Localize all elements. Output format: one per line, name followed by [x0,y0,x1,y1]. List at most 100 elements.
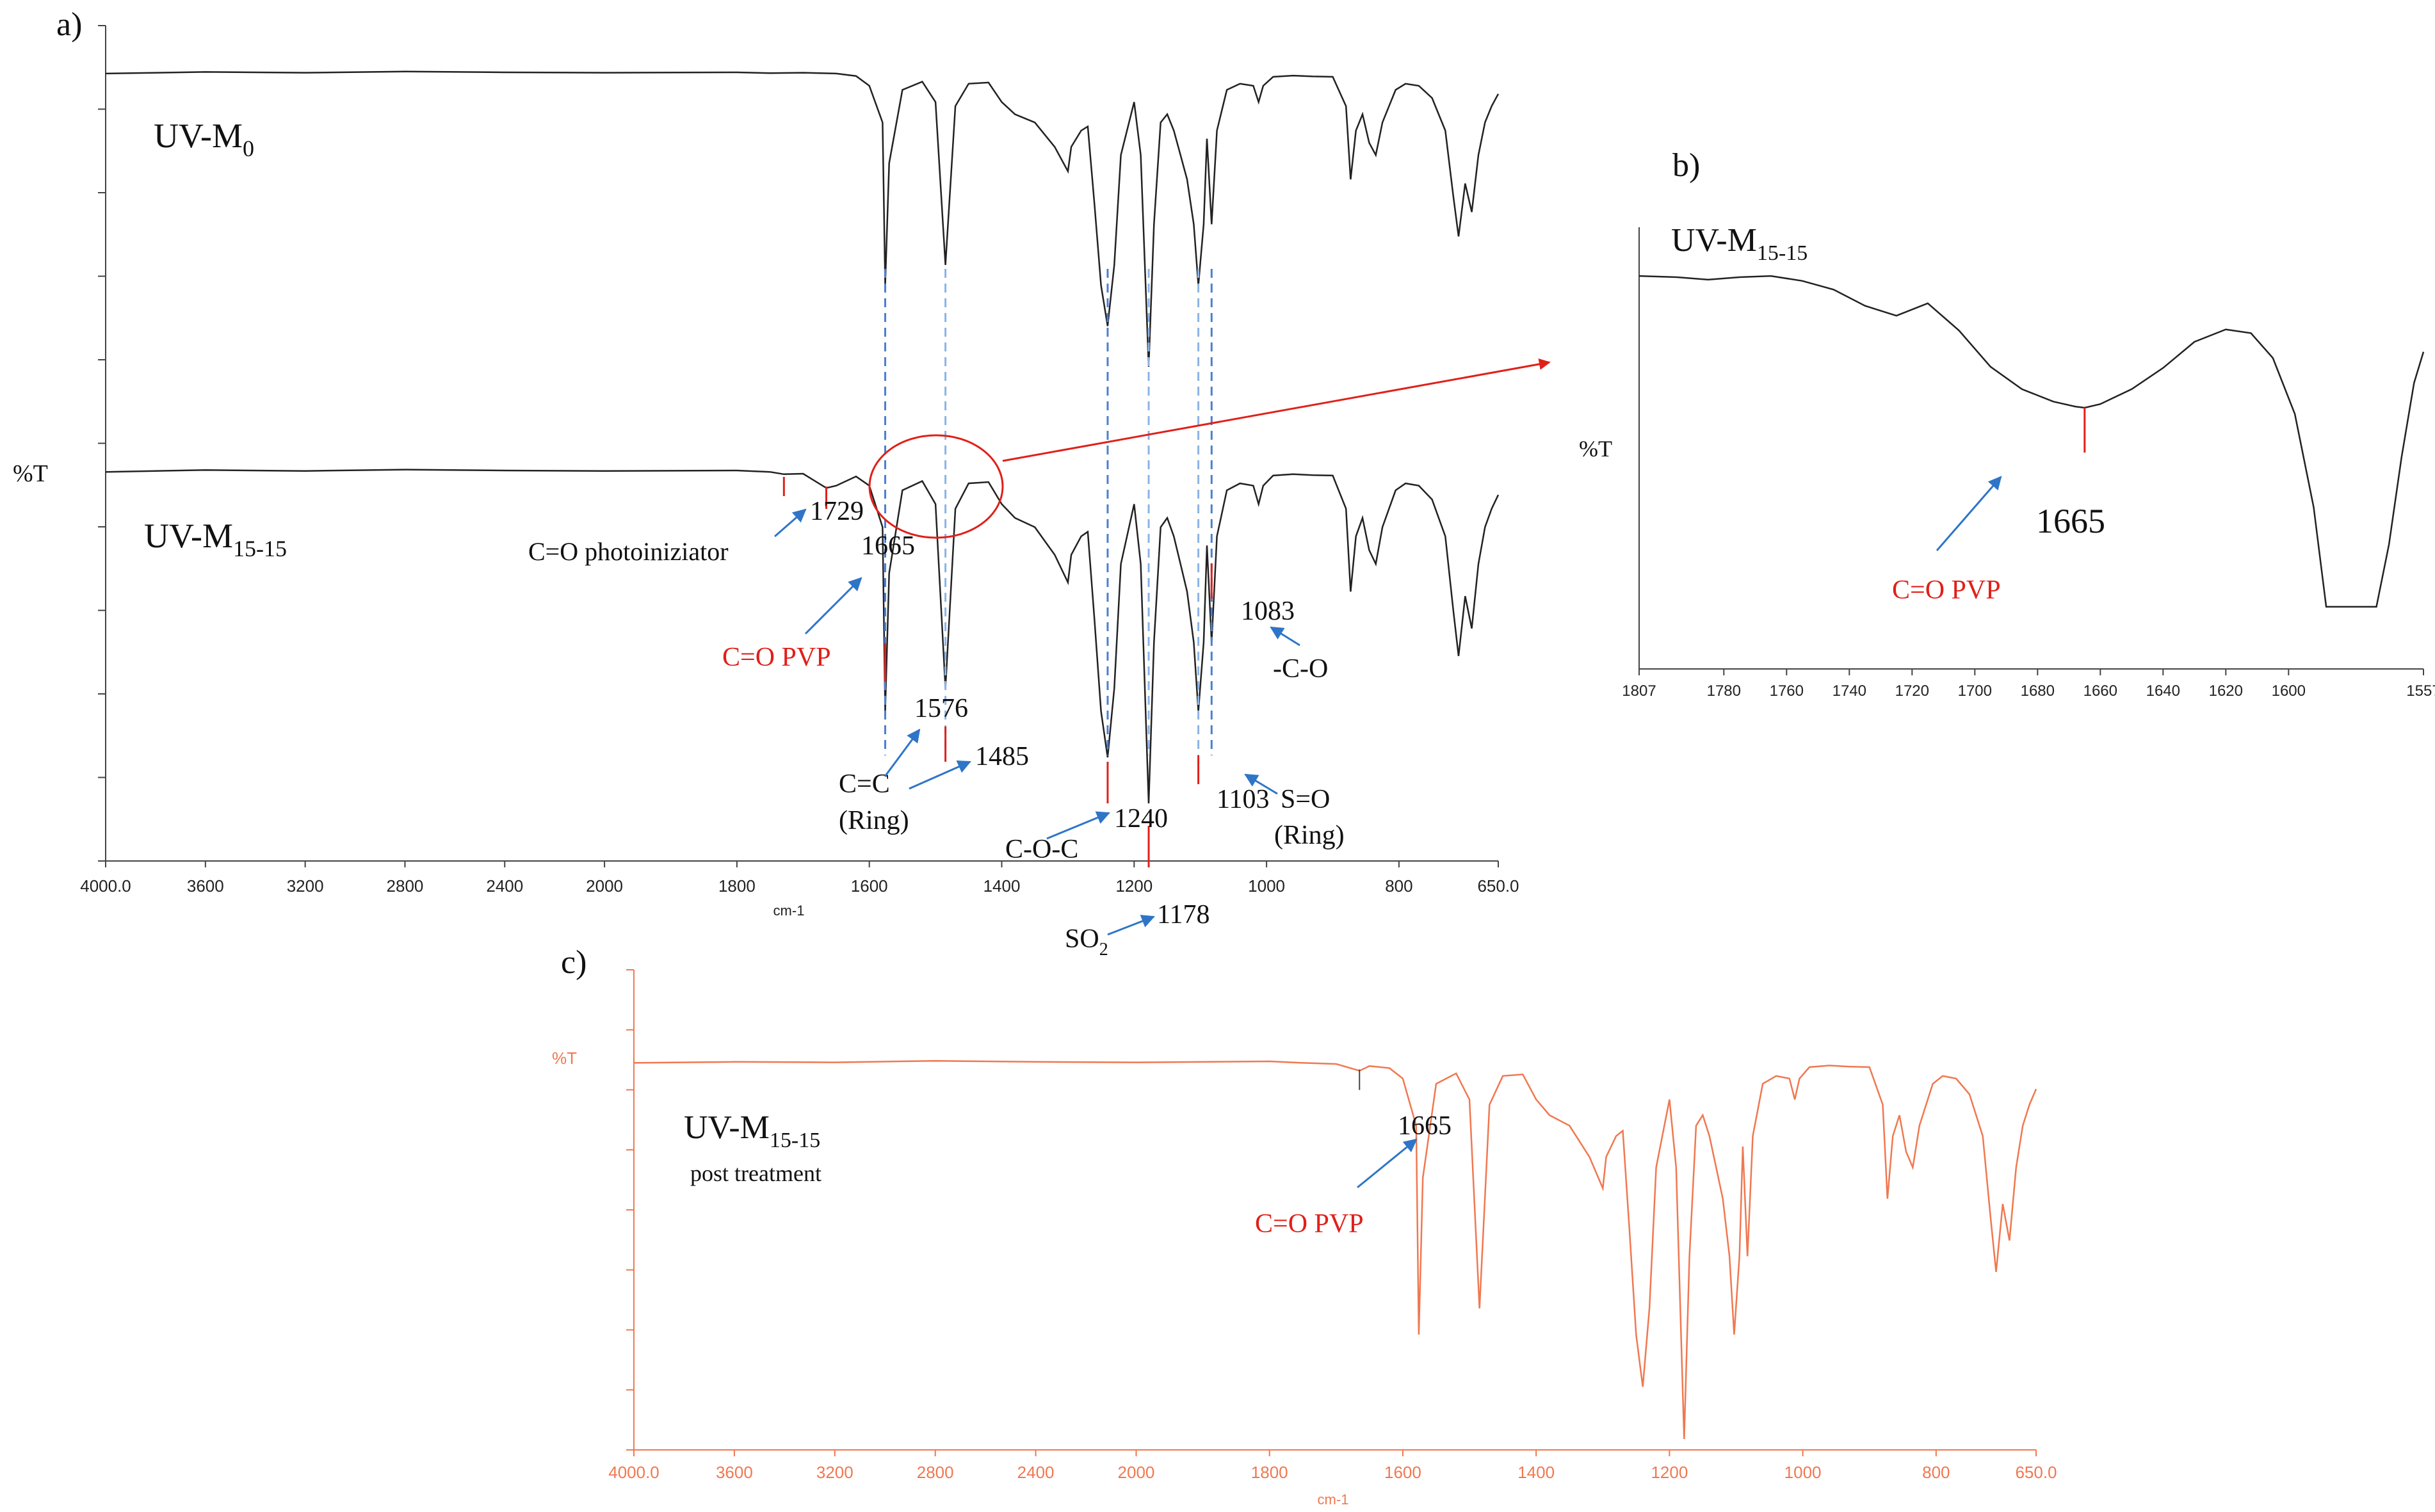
panel-b-tick-label: 1807 [1622,682,1656,700]
panel-c-tick-label: 3600 [716,1463,753,1482]
panel-a-tick-label: 1200 [1115,876,1153,896]
panel-a: a) %T 4000.0 3600 3200 2800 2400 2000 1800 1600… [13,6,1551,960]
annotation-1083: 1083 [1241,597,1295,626]
annotation-1178: 1178 [1157,900,1209,929]
panel-a-tick-label: 2000 [586,876,623,896]
panel-c-tick-label: 1400 [1517,1463,1555,1482]
panel-a-tick-label: 4000.0 [80,876,131,896]
arrow-cc-1576 [884,728,921,777]
annotation-1729: 1729 [810,497,864,526]
panel-b-letter: b) [1672,147,1700,184]
panel-c-tick-label: 4000.0 [608,1463,659,1482]
panel-c-tick-label: 800 [1922,1463,1950,1482]
arrow-photoiniziator [774,508,807,538]
panel-b-series-label: UV-M15-15 [1671,222,1808,265]
panel-a-tick-label: 1400 [983,876,1021,896]
series-line-uv-m15-15-zoom [1638,275,2425,608]
panel-a-tick-label: 2800 [387,876,424,896]
series-label-uv-m0: UV-M0 [154,117,254,161]
panel-c-ylabel: %T [552,1049,577,1068]
arrow-co [1270,626,1300,647]
annotation-photoiniziator: C=O photoiniziator [528,537,729,566]
panel-a-tick-labels: 4000.0 3600 3200 2800 2400 2000 1800 1600 1400 12… [80,861,1519,896]
panel-b-ylabel: %T [1579,436,1612,462]
panel-c-tick-label: 1000 [1784,1463,1822,1482]
panel-a-letter: a) [56,6,82,43]
annotation-1240: 1240 [1114,804,1168,833]
panel-c-xunit: cm-1 [1318,1492,1349,1508]
annotation-cc: C=C [839,769,890,799]
panel-c-tick-labels: 4000.0 3600 3200 2800 2400 2000 1800 1600 1400 12… [608,1450,2057,1482]
panel-a-traces [105,70,1500,804]
panel-c-series-label: UV-M15-15 [684,1109,820,1152]
annotation-1665: 1665 [861,531,915,561]
panel-c-tick-label: 2000 [1118,1463,1155,1482]
annotation-so2: SO2 [1065,924,1108,960]
panel-a-tick-label: 650.0 [1477,876,1519,896]
peak-guide-lines [884,269,1213,755]
panel-c-tick-label: 650.0 [2015,1463,2057,1482]
series-line-uv-m15-15 [105,469,1500,804]
panel-b-tick-labels: 1807 1780 1760 1740 1720 1700 1680 1660 1640 1620… [1622,669,2435,700]
annotation-co: -C-O [1273,654,1328,684]
panel-a-tick-label: 1600 [851,876,888,896]
panel-c-pvp-label: C=O PVP [1255,1209,1364,1239]
annotation-ring-2: (Ring) [1274,821,1345,850]
panel-b-tick-label: 1680 [2021,682,2055,700]
annotation-coc: C-O-C [1005,835,1078,864]
annotation-so: S=O [1281,785,1330,814]
panel-c-tick-label: 2800 [917,1463,954,1482]
panel-c-traces [633,1059,2037,1440]
panel-a-tick-label: 800 [1385,876,1412,896]
panel-b-tick-label: 1640 [2146,682,2180,700]
series-label-uv-m15-15: UV-M15-15 [144,517,287,561]
panel-b-tick-label: 1760 [1770,682,1804,700]
panel-c-tick-label: 3200 [816,1463,853,1482]
panel-c-tick-label: 1600 [1384,1463,1421,1482]
panel-b-tick-label: 1700 [1958,682,1992,700]
panel-a-axes [98,25,1498,862]
arrow-so [1244,773,1278,795]
zoom-arrow [1002,358,1551,462]
panel-c-tick-label: 1800 [1251,1463,1288,1482]
panel-b-tick-label: 1557 [2406,682,2435,700]
panel-c: c) %T UV-M15-15 post treatment 4000.0 360… [552,944,2057,1508]
panel-c-series-note: post treatment [690,1161,821,1186]
series-line-uv-m0 [105,70,1500,367]
panel-a-tick-label: 3200 [287,876,324,896]
annotation-1485: 1485 [975,742,1029,771]
panel-b-traces [1638,275,2425,608]
annotation-1576: 1576 [914,694,968,723]
panel-b-arrow [1936,476,2002,551]
panel-a-tick-label: 3600 [187,876,224,896]
panel-b-tick-label: 1740 [1832,682,1866,700]
panel-a-tick-label: 1800 [718,876,756,896]
panel-b-pvp-label: C=O PVP [1892,575,2001,605]
panel-b-tick-label: 1720 [1895,682,1929,700]
annotation-1103: 1103 [1217,785,1269,814]
panel-b-peak-label: 1665 [2036,502,2105,540]
zoom-highlight-ellipse [868,434,1004,539]
panel-a-ylabel: %T [13,460,48,487]
panel-b-tick-label: 1660 [2083,682,2117,700]
panel-a-tick-label: 1000 [1248,876,1285,896]
series-line-uv-m15-15-post-treatment [633,1059,2037,1440]
panel-b-tick-label: 1600 [2272,682,2306,700]
annotation-pvp-a: C=O PVP [722,643,831,672]
arrow-cc-1485 [909,760,971,790]
peak-red-marks [782,477,1213,867]
arrow-coc [1046,811,1110,840]
panel-b: b) %T UV-M15-15 1807 1780 1760 1740 1720 1700… [1579,147,2435,700]
panel-c-peak-label: 1665 [1398,1111,1452,1141]
arrow-so2 [1107,915,1155,936]
annotation-ring-1: (Ring) [839,806,909,835]
panel-b-axes [1638,227,2423,670]
arrow-pvp-a [804,577,862,635]
panel-c-letter: c) [561,944,587,981]
panel-a-xunit: cm-1 [773,903,805,919]
panel-a-tick-label: 2400 [486,876,523,896]
panel-b-tick-label: 1620 [2209,682,2243,700]
panel-c-arrow [1357,1138,1418,1189]
panel-b-tick-label: 1780 [1707,682,1741,700]
